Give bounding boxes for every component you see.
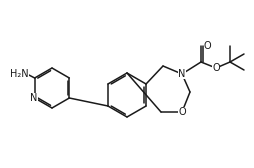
Text: H₂N: H₂N bbox=[10, 69, 28, 79]
Text: N: N bbox=[178, 69, 185, 79]
Text: O: O bbox=[211, 63, 219, 73]
Text: N: N bbox=[30, 93, 38, 103]
Text: O: O bbox=[178, 107, 185, 117]
Text: O: O bbox=[203, 41, 211, 51]
